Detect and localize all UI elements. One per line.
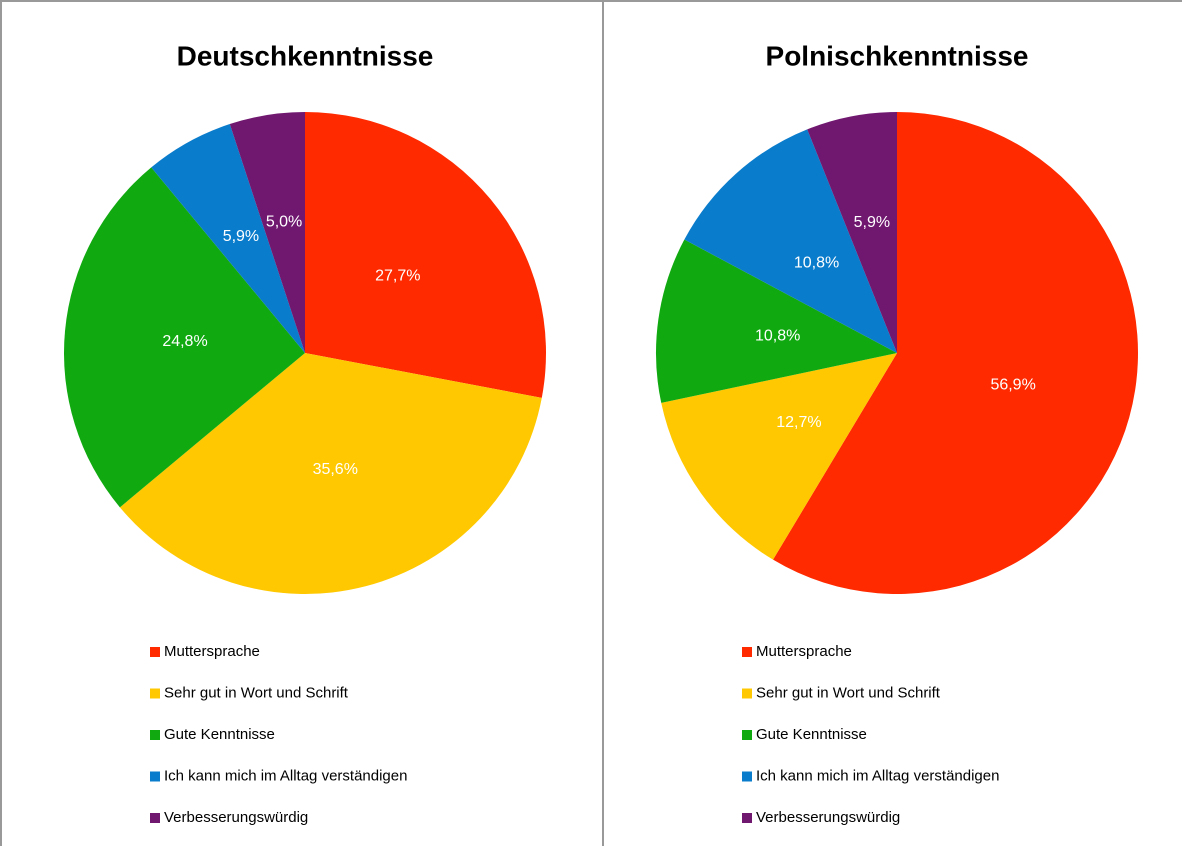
pie-slice: [661, 353, 897, 560]
legend-label: Ich kann mich im Alltag verständigen: [164, 767, 407, 784]
chart-title: Polnischkenntnisse: [766, 40, 1029, 71]
legend-swatch: [150, 647, 160, 657]
pie-slice: [119, 353, 542, 595]
value-label: 24,8%: [162, 333, 207, 350]
pie-slice: [807, 112, 897, 353]
legend-swatch: [150, 730, 160, 740]
legend-label: Sehr gut in Wort und Schrift: [164, 684, 349, 701]
chart-title: Deutschkenntnisse: [177, 40, 434, 71]
value-label: 10,8%: [755, 327, 800, 344]
legend-label: Ich kann mich im Alltag verständigen: [756, 767, 999, 784]
pie-slice: [63, 167, 305, 508]
value-label: 12,7%: [776, 414, 821, 431]
legend-swatch: [742, 813, 752, 823]
legend-label: Gute Kenntnisse: [756, 726, 867, 743]
value-label: 27,7%: [375, 267, 420, 284]
legend-swatch: [742, 771, 752, 782]
legend-swatch: [742, 730, 752, 740]
legend-label: Muttersprache: [164, 643, 260, 660]
pie-slice: [684, 129, 897, 353]
value-label: 35,6%: [313, 461, 358, 478]
pie-slice: [151, 124, 305, 353]
pie-slice: [305, 112, 546, 398]
legend-label: Muttersprache: [756, 643, 852, 660]
legend-swatch: [742, 688, 752, 699]
legend-swatch: [150, 813, 160, 823]
value-label: 5,9%: [854, 214, 890, 231]
legend-label: Verbesserungswürdig: [756, 809, 900, 826]
value-label: 5,9%: [223, 228, 259, 245]
pie-slice: [656, 239, 897, 403]
legend-label: Verbesserungswürdig: [164, 809, 308, 826]
pie-slice: [229, 112, 305, 353]
legend-swatch: [742, 647, 752, 657]
value-label: 10,8%: [794, 255, 839, 272]
legend-swatch: [150, 771, 160, 782]
legend-label: Gute Kenntnisse: [164, 726, 275, 743]
value-label: 56,9%: [990, 376, 1035, 393]
legend-swatch: [150, 688, 160, 699]
pie-slice: [773, 112, 1138, 594]
value-label: 5,0%: [266, 213, 302, 230]
legend-label: Sehr gut in Wort und Schrift: [756, 684, 941, 701]
